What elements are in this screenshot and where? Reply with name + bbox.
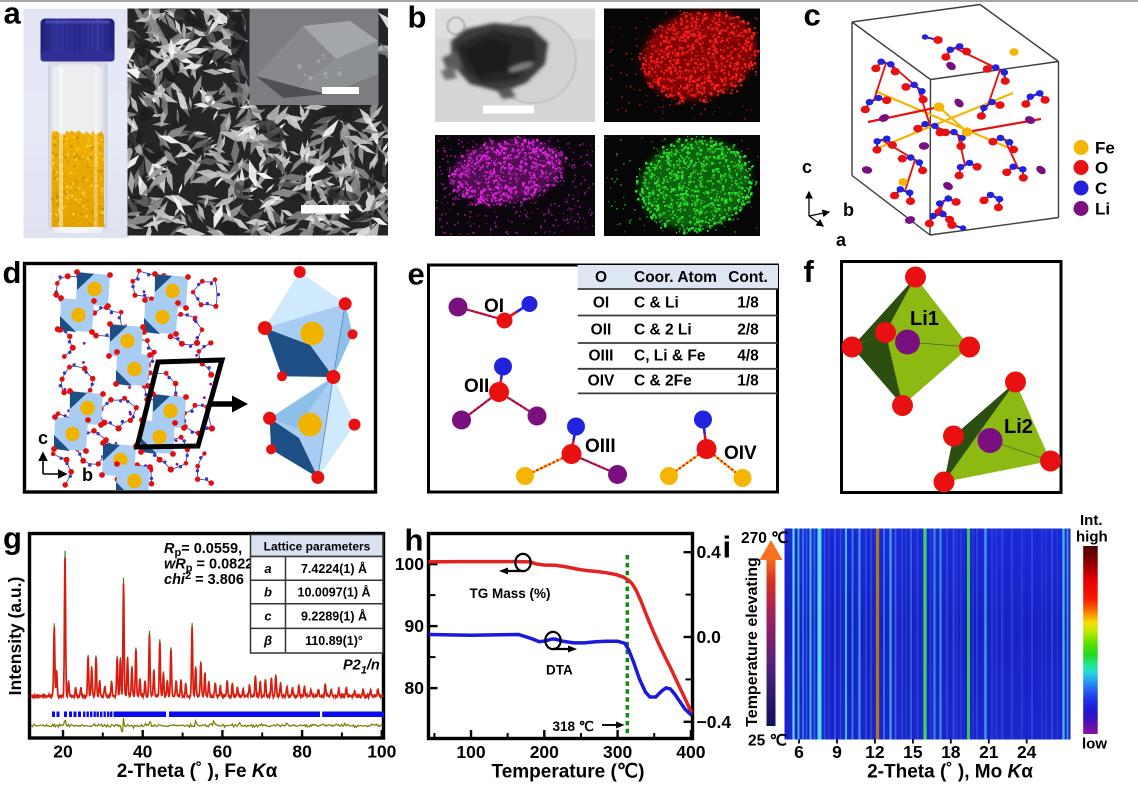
svg-text:g: g (3, 521, 22, 556)
svg-text:chi2 = 3.806: chi2 = 3.806 (164, 570, 244, 588)
svg-text:60: 60 (213, 742, 233, 762)
svg-text:1/8: 1/8 (737, 373, 759, 390)
svg-text:DTA: DTA (546, 663, 573, 678)
svg-text:C & Li: C & Li (634, 294, 679, 311)
svg-text:OII: OII (591, 321, 612, 338)
svg-text:TG Mass (%): TG Mass (%) (470, 586, 551, 601)
svg-text:C: C (1095, 179, 1107, 198)
svg-text:18: 18 (941, 742, 961, 762)
svg-text:12: 12 (865, 742, 885, 762)
svg-text:wRp = 0.0822: wRp = 0.0822 (164, 557, 253, 575)
svg-text:O: O (1095, 159, 1108, 178)
svg-text:f: f (804, 254, 815, 289)
svg-text:2-Theta (˚ ), Fe Kα: 2-Theta (˚ ), Fe Kα (117, 761, 278, 782)
svg-text:80: 80 (292, 742, 312, 762)
svg-text:OIV: OIV (588, 373, 615, 390)
svg-text:d: d (3, 255, 22, 290)
svg-text:b: b (264, 585, 272, 600)
svg-text:20: 20 (53, 742, 73, 762)
svg-text:Intensity (a.u.): Intensity (a.u.) (5, 577, 25, 696)
svg-text:25 ℃: 25 ℃ (748, 733, 788, 750)
svg-text:i: i (723, 530, 732, 565)
svg-text:high: high (1076, 529, 1108, 546)
svg-text:c: c (804, 0, 821, 33)
svg-text:OII: OII (464, 376, 489, 397)
svg-text:24: 24 (1017, 742, 1037, 762)
svg-text:a: a (836, 230, 847, 250)
svg-text:OIV: OIV (724, 443, 757, 464)
svg-text:Li: Li (1095, 200, 1110, 219)
svg-text:low: low (1082, 736, 1107, 753)
svg-text:2-Theta (˚ ), Mo Kα: 2-Theta (˚ ), Mo Kα (867, 762, 1033, 783)
svg-text:β: β (263, 633, 272, 648)
svg-text:b: b (843, 200, 854, 220)
svg-text:c: c (802, 157, 812, 177)
svg-text:9: 9 (832, 742, 842, 762)
svg-text:300: 300 (603, 742, 632, 762)
svg-text:−0.4: −0.4 (697, 712, 732, 732)
svg-text:0.0: 0.0 (697, 627, 722, 647)
svg-text:40: 40 (133, 742, 153, 762)
svg-text:9.2289(1) Å: 9.2289(1) Å (301, 609, 367, 624)
svg-text:C, Li & Fe: C, Li & Fe (634, 348, 706, 365)
svg-text:Cont.: Cont. (728, 269, 768, 286)
svg-text:P21/n: P21/n (343, 658, 380, 677)
svg-text:15: 15 (903, 742, 923, 762)
svg-text:Coor. Atom: Coor. Atom (634, 269, 717, 286)
svg-text:O: O (595, 269, 607, 286)
svg-text:OIII: OIII (585, 436, 616, 457)
svg-text:Li1: Li1 (910, 308, 939, 330)
svg-text:90: 90 (405, 616, 425, 636)
svg-text:e: e (408, 257, 425, 292)
svg-text:1/8: 1/8 (737, 294, 759, 311)
svg-text:Temperature (℃): Temperature (℃) (492, 762, 645, 783)
svg-text:100: 100 (456, 742, 485, 762)
svg-text:7.4224(1) Å: 7.4224(1) Å (301, 561, 367, 576)
svg-text:6: 6 (794, 742, 804, 762)
svg-text:b: b (82, 465, 93, 485)
svg-text:400: 400 (676, 742, 705, 762)
svg-text:OI: OI (593, 294, 609, 311)
svg-text:c: c (264, 609, 272, 624)
svg-text:318 ℃: 318 ℃ (553, 719, 595, 734)
svg-text:Temperature elevating: Temperature elevating (744, 557, 761, 727)
svg-text:80: 80 (405, 678, 425, 698)
svg-text:200: 200 (530, 742, 559, 762)
svg-text:b: b (408, 0, 427, 35)
svg-text:c: c (38, 428, 48, 448)
svg-text:Rp= 0.0559,: Rp= 0.0559, (164, 541, 242, 559)
svg-text:270 ℃: 270 ℃ (741, 530, 789, 547)
svg-text:Fe: Fe (1095, 139, 1115, 158)
svg-text:0.4: 0.4 (697, 542, 722, 562)
svg-text:OI: OI (484, 296, 504, 317)
svg-text:100: 100 (395, 554, 424, 574)
svg-text:a: a (264, 561, 271, 576)
svg-text:C & 2Fe: C & 2Fe (634, 373, 692, 390)
svg-text:110.89(1)°: 110.89(1)° (305, 634, 363, 648)
svg-text:a: a (4, 0, 22, 31)
svg-text:Li2: Li2 (1004, 416, 1033, 438)
svg-text:10.0097(1) Å: 10.0097(1) Å (298, 585, 371, 600)
svg-text:h: h (405, 523, 424, 558)
svg-text:4/8: 4/8 (737, 348, 759, 365)
svg-text:Lattice parameters: Lattice parameters (264, 540, 371, 554)
svg-text:OIII: OIII (589, 348, 614, 365)
svg-text:21: 21 (979, 742, 999, 762)
svg-text:C & 2 Li: C & 2 Li (634, 321, 692, 338)
svg-text:100: 100 (367, 742, 396, 762)
svg-text:Int.: Int. (1080, 512, 1103, 529)
svg-text:2/8: 2/8 (737, 321, 759, 338)
